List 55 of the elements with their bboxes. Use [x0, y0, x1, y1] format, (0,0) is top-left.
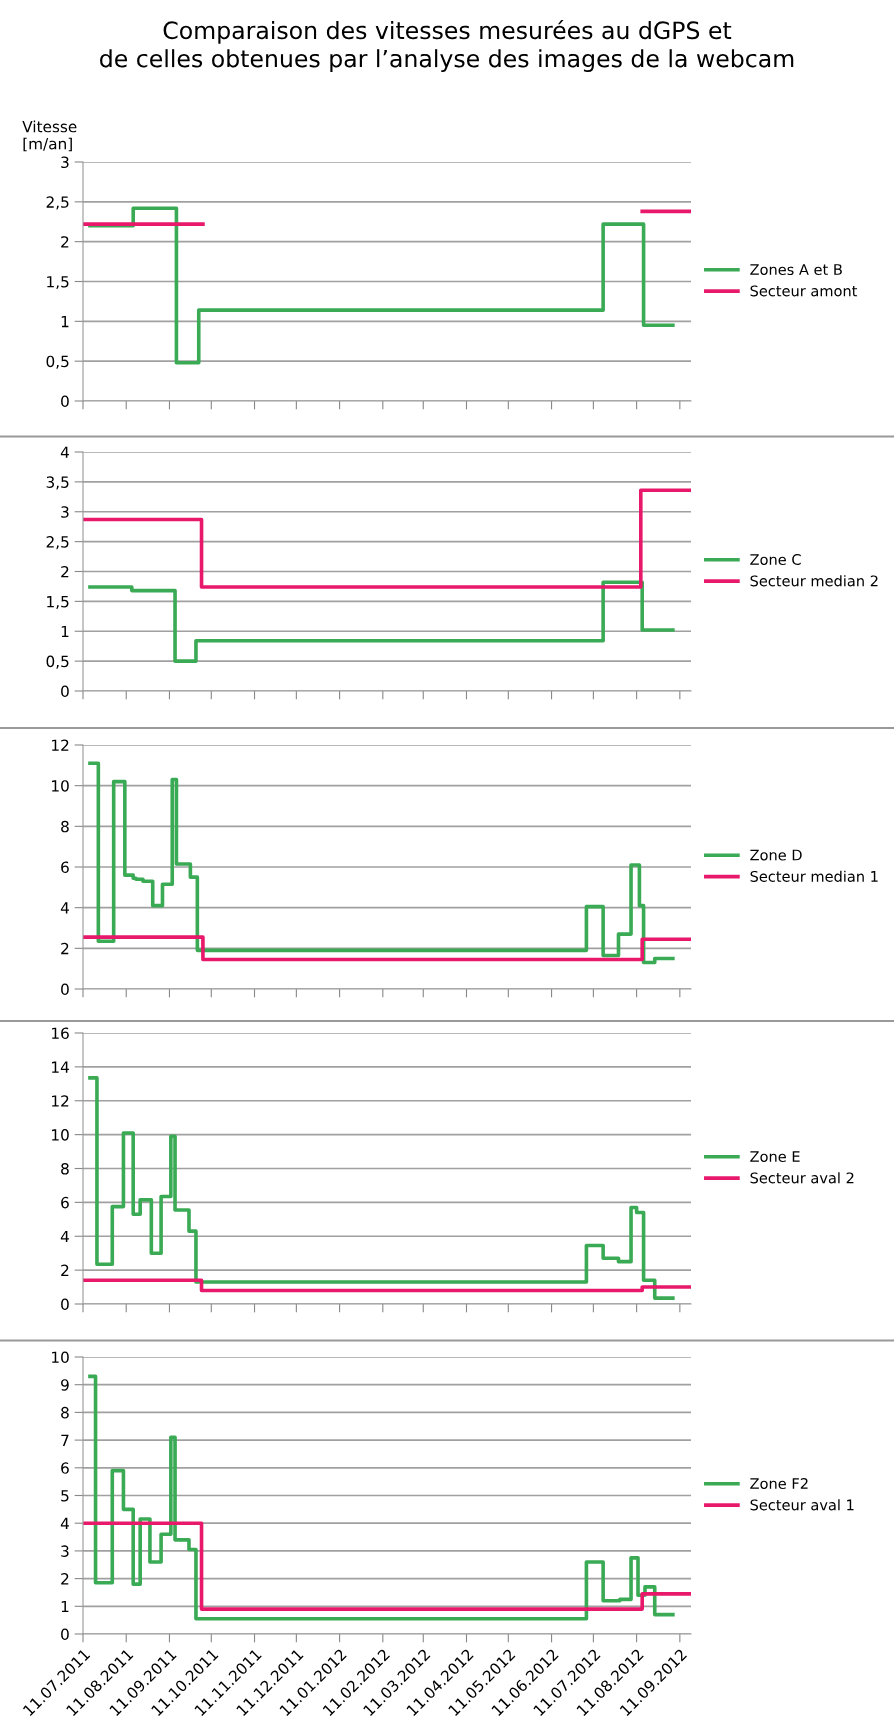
y-tick-label: 1	[61, 316, 69, 328]
legend-label: Secteur median 2	[750, 575, 878, 587]
legend-label: Zone C	[750, 554, 801, 566]
y-tick-label: 1,5	[47, 276, 69, 290]
legend-label: Secteur aval 1	[750, 1499, 854, 1511]
y-tick-label: 1,5	[47, 596, 69, 609]
y-tick-label: 12	[52, 739, 69, 751]
y-tick-label: 1	[61, 1600, 69, 1613]
y-tick-label: 6	[61, 861, 69, 874]
legend-label: Zones A et B	[750, 264, 842, 276]
y-axis-title: Vitesse [m/an]	[22, 120, 77, 152]
y-tick-label: 16	[52, 1027, 69, 1040]
y-tick-label: 3	[61, 156, 69, 169]
y-tick-label: 2,5	[46, 196, 69, 210]
y-tick-label: 12	[52, 1095, 69, 1107]
y-tick-label: 10	[52, 1351, 69, 1364]
y-tick-label: 5	[61, 1490, 69, 1502]
y-tick-label: 10	[52, 780, 69, 792]
y-tick-label: 8	[61, 1162, 69, 1175]
chart-title: Comparaison des vitesses mesurées au dGPS et de celles obtenues par l’analyse des images de la webcam	[100, 20, 794, 73]
y-tick-label: 4	[60, 1517, 69, 1529]
y-tick-label: 3	[61, 506, 69, 518]
y-tick-label: 0,5	[46, 655, 69, 669]
y-tick-label: 0,5	[46, 355, 69, 369]
legend-label: Zone F2	[750, 1478, 808, 1490]
y-tick-label: 0	[61, 1628, 69, 1641]
y-tick-label: 7	[61, 1434, 69, 1446]
y-tick-label: 0	[61, 983, 69, 996]
y-tick-label: 4	[60, 446, 69, 458]
y-tick-label: 0	[61, 395, 69, 408]
y-tick-label: 2	[61, 236, 69, 248]
y-tick-label: 2	[61, 565, 69, 578]
legend-label: Secteur median 1	[750, 870, 878, 882]
y-tick-label: 6	[61, 1196, 69, 1209]
y-tick-label: 8	[61, 820, 69, 833]
legend-label: Zone D	[750, 849, 802, 861]
y-tick-label: 2	[61, 1573, 69, 1585]
y-tick-label: 10	[52, 1129, 69, 1141]
legend-label: Secteur aval 2	[750, 1172, 854, 1184]
legend-label: Zone E	[750, 1151, 800, 1163]
y-tick-label: 6	[61, 1462, 69, 1474]
y-tick-label: 2	[61, 1264, 69, 1276]
y-tick-label: 2	[61, 942, 69, 955]
y-tick-label: 14	[52, 1061, 69, 1073]
y-tick-label: 9	[61, 1379, 69, 1391]
y-tick-label: 0	[61, 1298, 69, 1311]
y-tick-label: 4	[60, 1230, 69, 1243]
y-tick-label: 1	[61, 625, 69, 638]
legend-label: Secteur amont	[750, 285, 858, 297]
y-tick-label: 0	[61, 685, 69, 698]
y-tick-label: 2,5	[46, 536, 69, 550]
y-tick-label: 3	[61, 1545, 69, 1557]
y-tick-label: 3,5	[46, 476, 69, 490]
y-tick-label: 8	[61, 1406, 69, 1419]
y-tick-label: 4	[60, 902, 69, 914]
